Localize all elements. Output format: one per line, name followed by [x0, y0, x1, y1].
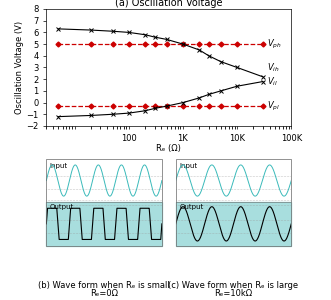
- Y-axis label: Oscillation Voltage (V): Oscillation Voltage (V): [15, 21, 24, 114]
- Title: (a) Oscillation Voltage: (a) Oscillation Voltage: [115, 0, 222, 8]
- Bar: [46, 202, 162, 245]
- Text: Input: Input: [179, 163, 197, 169]
- Text: $V_{ih}$: $V_{ih}$: [266, 61, 279, 74]
- Bar: [176, 202, 291, 245]
- Text: Output: Output: [50, 204, 74, 210]
- Text: Input: Input: [50, 163, 68, 169]
- Text: (c) Wave form when Rₑ is large: (c) Wave form when Rₑ is large: [168, 281, 299, 290]
- Text: $V_{ph}$: $V_{ph}$: [266, 38, 281, 51]
- Text: Rₑ=0Ω: Rₑ=0Ω: [90, 289, 118, 298]
- Text: $V_{pl}$: $V_{pl}$: [266, 100, 280, 112]
- Text: Rₑ=10kΩ: Rₑ=10kΩ: [214, 289, 253, 298]
- Text: (b) Wave form when Rₑ is small: (b) Wave form when Rₑ is small: [38, 281, 170, 290]
- Text: $V_{il}$: $V_{il}$: [266, 75, 278, 88]
- Text: Output: Output: [179, 204, 204, 210]
- X-axis label: Rₑ (Ω): Rₑ (Ω): [156, 144, 181, 153]
